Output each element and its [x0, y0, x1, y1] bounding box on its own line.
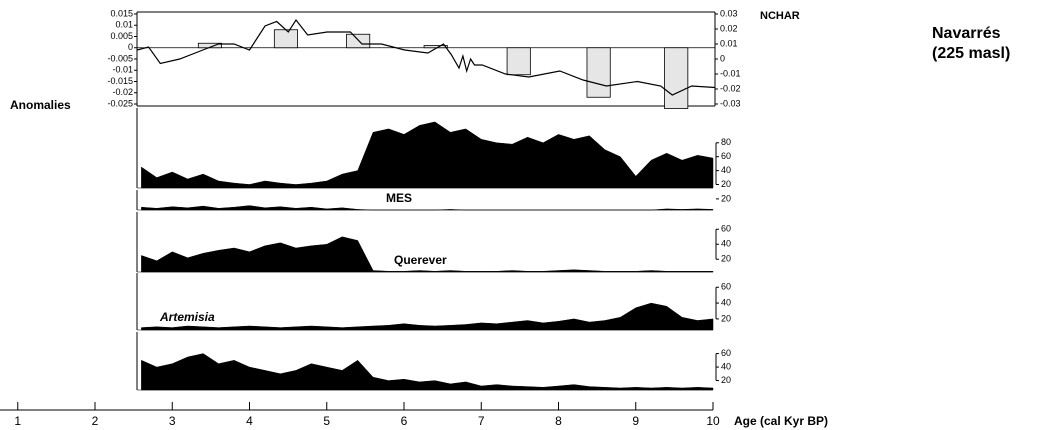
- y-tick-label: 0: [128, 42, 133, 52]
- bar: [346, 33, 371, 49]
- y2-tick-label: 0.01: [720, 38, 738, 48]
- y-tick-label: 80: [721, 137, 731, 147]
- series-label: MES: [386, 191, 412, 205]
- y2-tick-label: 0.03: [720, 8, 738, 18]
- y-tick-label: 20: [721, 193, 731, 203]
- y2-axis-label: NCHAR: [760, 10, 800, 22]
- series-label: Pinus: [372, 168, 405, 182]
- x-tick-label: 8: [555, 414, 562, 428]
- area: [141, 236, 714, 273]
- y-tick-label: -0.015: [107, 76, 133, 86]
- x-tick-label: 2: [92, 414, 99, 428]
- y-tick-label: 40: [721, 239, 731, 249]
- bar: [423, 45, 448, 49]
- area: [141, 353, 714, 391]
- y2-tick-label: 0.02: [720, 23, 738, 33]
- y-tick-label: -0.005: [107, 53, 133, 63]
- series-label: Querever: [394, 253, 447, 267]
- y2-tick-label: -0.03: [720, 98, 741, 108]
- bar: [586, 47, 611, 98]
- y-tick-label: 60: [721, 348, 731, 358]
- y-axis-label: Anomalies: [10, 98, 71, 112]
- y2-tick-label: -0.02: [720, 83, 741, 93]
- y-tick-label: 0.005: [110, 31, 133, 41]
- bar: [664, 47, 689, 109]
- y-tick-label: 60: [721, 282, 731, 292]
- y-tick-label: 20: [721, 375, 731, 385]
- x-tick-label: 3: [169, 414, 176, 428]
- y-tick-label: 40: [721, 165, 731, 175]
- y-tick-label: 60: [721, 151, 731, 161]
- x-tick-label: 4: [246, 414, 253, 428]
- bar: [506, 47, 531, 76]
- series-label: Limnological indicators: [145, 373, 280, 387]
- y-tick-label: 20: [721, 313, 731, 323]
- x-tick-label: 1: [14, 414, 21, 428]
- y-tick-label: 40: [721, 361, 731, 371]
- y-tick-label: 60: [721, 224, 731, 234]
- y2-tick-label: -0.01: [720, 68, 741, 78]
- area: [141, 121, 714, 189]
- x-axis-label: Age (cal Kyr BP): [734, 414, 828, 428]
- y-tick-label: 0.01: [115, 20, 133, 30]
- x-tick-label: 10: [706, 414, 720, 428]
- chart-title: (225 masl): [932, 45, 1010, 62]
- area: [141, 205, 714, 211]
- y-tick-label: -0.02: [112, 87, 133, 97]
- y-tick-label: 20: [721, 254, 731, 264]
- y-tick-label: 20: [721, 179, 731, 189]
- y2-tick-label: 0: [720, 53, 725, 63]
- bar: [273, 29, 298, 49]
- chart-title: Navarrés: [932, 25, 1001, 42]
- x-tick-label: 7: [478, 414, 485, 428]
- series-label: Artemisia: [159, 310, 215, 324]
- y-tick-label: 40: [721, 297, 731, 307]
- x-tick-label: 6: [401, 414, 408, 428]
- y-tick-label: -0.01: [112, 65, 133, 75]
- area: [141, 302, 714, 331]
- x-tick-label: 9: [632, 414, 639, 428]
- y-tick-label: 0.015: [110, 8, 133, 18]
- y-tick-label: -0.025: [107, 98, 133, 108]
- nchar-line: [136, 18, 716, 96]
- x-tick-label: 5: [323, 414, 330, 428]
